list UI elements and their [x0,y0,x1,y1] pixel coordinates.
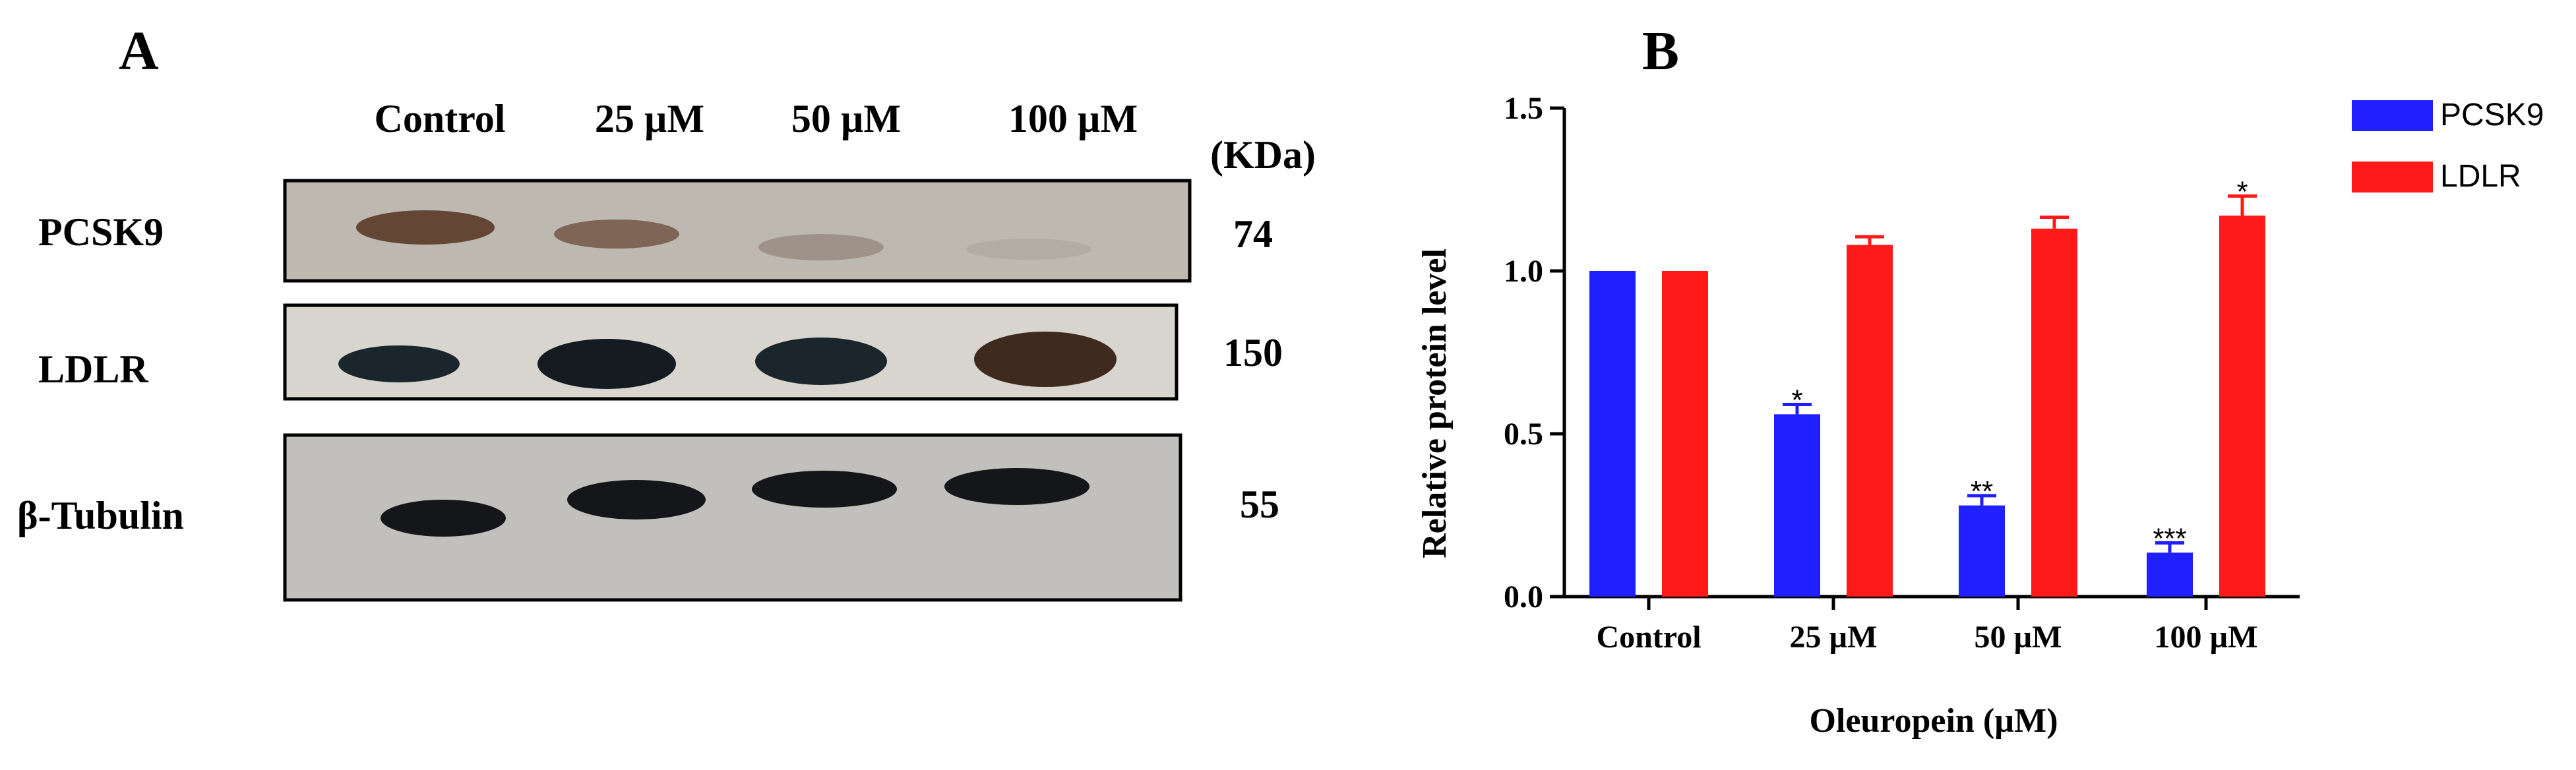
band-tubulin-50um [752,471,897,508]
panel-b-letter: B [1642,20,1679,82]
bar-pcsk9-0 [1589,271,1636,597]
row-label-pcsk9: PCSK9 [38,210,164,254]
bar-ldlr-1 [1847,245,1893,597]
lane-label-25um: 25 µM [595,97,704,140]
kda-tubulin: 55 [1240,483,1279,526]
x-axis-title: Oleuropein (µM) [1809,702,2058,740]
band-ldlr-25um [537,339,676,389]
y-tick-label: 1.5 [1504,91,1543,126]
kda-header: (KDa) [1210,133,1316,177]
y-tick-label: 0.0 [1504,579,1543,614]
legend-swatch-ldlr [2352,162,2433,192]
lane-label-100um: 100 µM [1008,97,1138,140]
x-tick-label: 100 µM [2155,620,2258,655]
y-tick-label: 0.5 [1504,417,1543,452]
band-tubulin-25um [567,480,706,519]
row-label-ldlr: LDLR [38,347,148,391]
y-ticks: 0.0 0.5 1.0 1.5 [1504,91,1564,614]
band-pcsk9-control [356,210,495,245]
bar-pcsk9-1 [1774,414,1820,597]
kda-ldlr: 150 [1223,331,1283,374]
x-ticks: Control 25 µM 50 µM 100 µM [1596,597,2257,655]
bar-ldlr-2 [2031,228,2077,597]
lane-label-control: Control [375,97,506,140]
panel-b: B Relative protein level Oleuropein (µM)… [1416,20,2544,740]
significance-pcsk9-3: *** [2153,522,2186,554]
blot-tubulin [283,433,1182,602]
legend: PCSK9 LDLR [2352,98,2544,194]
significance-pcsk9-2: ** [1971,475,1993,508]
band-ldlr-100um [974,332,1117,387]
significance-ldlr-3: * [2236,175,2248,208]
bar-ldlr-3 [2219,216,2265,597]
y-axis-title: Relative protein level [1416,249,1454,558]
band-ldlr-control [338,345,460,382]
lane-label-50um: 50 µM [791,97,901,140]
legend-swatch-pcsk9 [2352,100,2433,131]
significance-pcsk9-1: * [1791,384,1802,417]
panel-a-letter: A [119,20,159,82]
y-tick-label: 1.0 [1504,254,1543,289]
kda-pcsk9: 74 [1233,212,1273,256]
band-tubulin-100um [944,468,1089,505]
bar-ldlr-0 [1662,271,1708,597]
x-tick-label: 50 µM [1975,620,2062,655]
legend-label-ldlr: LDLR [2440,159,2521,194]
panel-a: A Control 25 µM 50 µM 100 µM (KDa) PCSK9… [17,20,1316,602]
bar-pcsk9-3 [2147,552,2193,597]
x-tick-label: Control [1596,620,1701,655]
x-tick-label: 25 µM [1790,620,1878,655]
bars: ******* [1589,175,2265,597]
band-pcsk9-25um [554,220,679,249]
row-label-tubulin: β-Tubulin [17,494,184,537]
band-pcsk9-100um [966,239,1091,260]
blot-pcsk9 [283,179,1192,283]
band-pcsk9-50um [758,234,884,260]
band-ldlr-50um [755,338,887,385]
blot-ldlr [283,303,1179,401]
band-tubulin-control [381,500,506,537]
legend-label-pcsk9: PCSK9 [2440,98,2544,133]
bar-pcsk9-2 [1959,505,2005,597]
